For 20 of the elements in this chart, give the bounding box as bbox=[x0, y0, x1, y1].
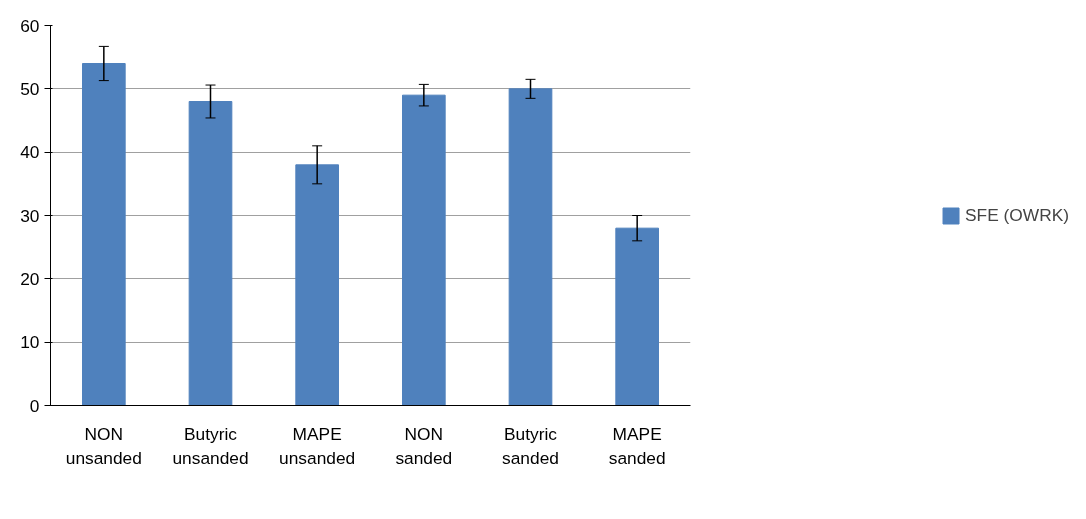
x-tick-label: NON unsanded bbox=[65, 423, 142, 468]
x-tick-label: Butyric unsanded bbox=[172, 423, 249, 468]
x-tick-label: Butyric sanded bbox=[502, 423, 559, 468]
bar bbox=[615, 227, 659, 406]
y-tick-label: 50 bbox=[20, 78, 40, 99]
y-tick-label: 30 bbox=[20, 205, 40, 226]
y-tick-label: 60 bbox=[20, 15, 40, 36]
bar bbox=[508, 88, 553, 406]
x-tick-label: MAPE unsanded bbox=[279, 423, 356, 468]
bar bbox=[402, 94, 446, 406]
y-tick-label: 20 bbox=[20, 268, 40, 289]
x-tick-label: NON sanded bbox=[395, 423, 453, 468]
x-tick-label: MAPE sanded bbox=[608, 423, 666, 468]
bar bbox=[188, 101, 233, 406]
y-tick-label: 10 bbox=[20, 332, 40, 353]
bar bbox=[295, 164, 339, 406]
bar bbox=[82, 63, 126, 406]
y-tick-label: 40 bbox=[20, 142, 40, 163]
legend-label: SFE (OWRK) bbox=[965, 204, 1069, 226]
y-tick-label: 0 bbox=[29, 395, 40, 416]
